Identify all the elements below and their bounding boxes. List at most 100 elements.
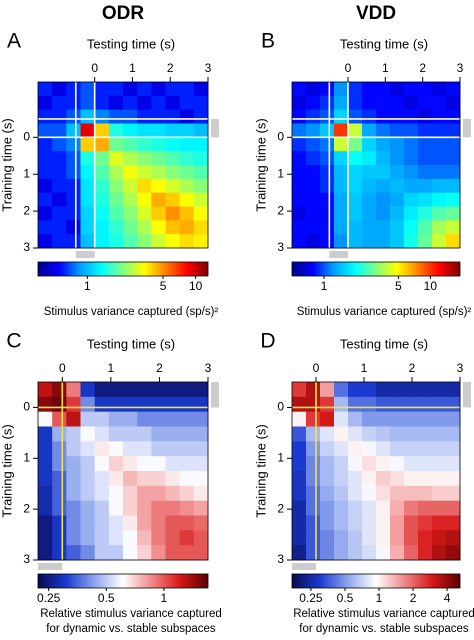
colorbar-label: Relative stimulus variance captured [40,608,222,620]
x-tick-label: 2 [419,61,426,75]
heatmap-cell [404,206,419,221]
heatmap-cell [108,206,124,221]
heatmap-cell [362,220,377,235]
heatmap-cell [80,426,96,442]
heatmap-cell [362,426,377,442]
y-tick-label: 0 [277,130,284,144]
heatmap-cell [179,151,195,166]
heatmap-cell [66,206,81,221]
heatmap-cell [179,411,195,427]
heatmap-cell [446,234,461,249]
heatmap-cell [306,485,321,502]
heatmap-cell [38,471,53,487]
heatmap-cell [376,192,391,207]
heatmap-cell [390,515,405,531]
heatmap-cell [446,382,461,398]
heatmap-cell [94,545,110,561]
x-tick-label: 1 [361,361,368,375]
heatmap-cell [334,151,349,166]
heatmap-cell [137,95,152,111]
heatmap-cell [123,234,138,249]
heatmap-cell [306,545,321,561]
heatmap-cell [320,151,335,166]
heatmap-cell [179,441,195,457]
heatmap-cell [52,456,67,472]
heatmap-cell [165,109,181,124]
heatmap-cell [165,220,181,235]
heatmap-cell [446,95,461,111]
heatmap-cell [165,192,181,207]
heatmap-cell [137,178,152,194]
heatmap-cell [151,530,166,546]
heatmap-cell [80,234,96,249]
heatmap-cell [306,234,321,249]
y-axis-label: Training time (s) [0,118,14,211]
heatmap-cell [193,485,209,502]
heatmap-cell [432,165,447,180]
heatmap-cell [179,530,195,546]
heatmap-cell [151,220,166,235]
heatmap-cell [179,396,195,413]
x-axis-label: Testing time (s) [87,36,175,51]
x-tick-label: 1 [129,61,136,75]
heatmap-cell [376,471,391,487]
heatmap-cell [376,234,391,249]
heatmap-cell [52,220,67,235]
heatmap-cell [52,530,67,546]
heatmap-cell [390,178,405,194]
heatmap-cell [348,206,363,221]
heatmap-cell [80,515,96,531]
heatmap-cell [66,530,81,546]
heatmap-cell [404,545,419,561]
heatmap-cell [376,137,391,152]
heatmap-cell [418,411,433,427]
heatmap-cell [193,382,209,398]
heatmap-cell [108,123,124,138]
heatmap-cell [193,426,209,442]
heatmap-cell [348,441,363,457]
heatmap-cell [306,456,321,472]
heatmap-cell [432,82,447,97]
heatmap-cell [94,178,110,194]
heatmap-cell [94,441,110,457]
colorbar-label: Stimulus variance captured (sp/s)² [44,306,219,318]
heatmap-cell [362,234,377,249]
heatmap-cell [137,441,152,457]
heatmap-cell [123,137,138,152]
heatmap-cell [94,411,110,427]
heatmap-cell [151,545,166,561]
heatmap-cell [306,137,321,152]
heatmap-cell [151,178,166,194]
heatmap-cell [80,500,96,516]
heatmap-cell [292,95,307,111]
heatmap-cell [165,396,181,413]
heatmap-cell [38,382,53,398]
heatmap-cell [108,234,124,249]
heatmap-cell [38,123,53,138]
heatmap-cell [320,123,335,138]
event-period-bar [329,251,348,258]
heatmap-cell [193,82,209,97]
heatmap-cell [94,82,110,97]
heatmap-cell [362,545,377,561]
heatmap-cell [179,545,195,561]
heatmap-cell [334,109,349,124]
heatmap-cell [52,234,67,249]
heatmap-cell [137,123,152,138]
x-tick-label: 2 [156,361,163,375]
heatmap-cell [94,165,110,180]
heatmap-cell [66,123,81,138]
heatmap-cell [66,396,81,413]
heatmap-cell [94,220,110,235]
heatmap-cell [179,234,195,249]
heatmap-cell [179,82,195,97]
heatmap-cell [334,234,349,249]
heatmap-cell [66,95,81,111]
panel-letter: A [7,30,21,53]
heatmap-cell [108,485,124,502]
y-tick-label: 0 [23,130,30,144]
heatmap-cell [193,456,209,472]
heatmap-cell [108,95,124,111]
colorbar-tick-label: 0.5 [337,591,354,605]
heatmap-cell [123,515,138,531]
